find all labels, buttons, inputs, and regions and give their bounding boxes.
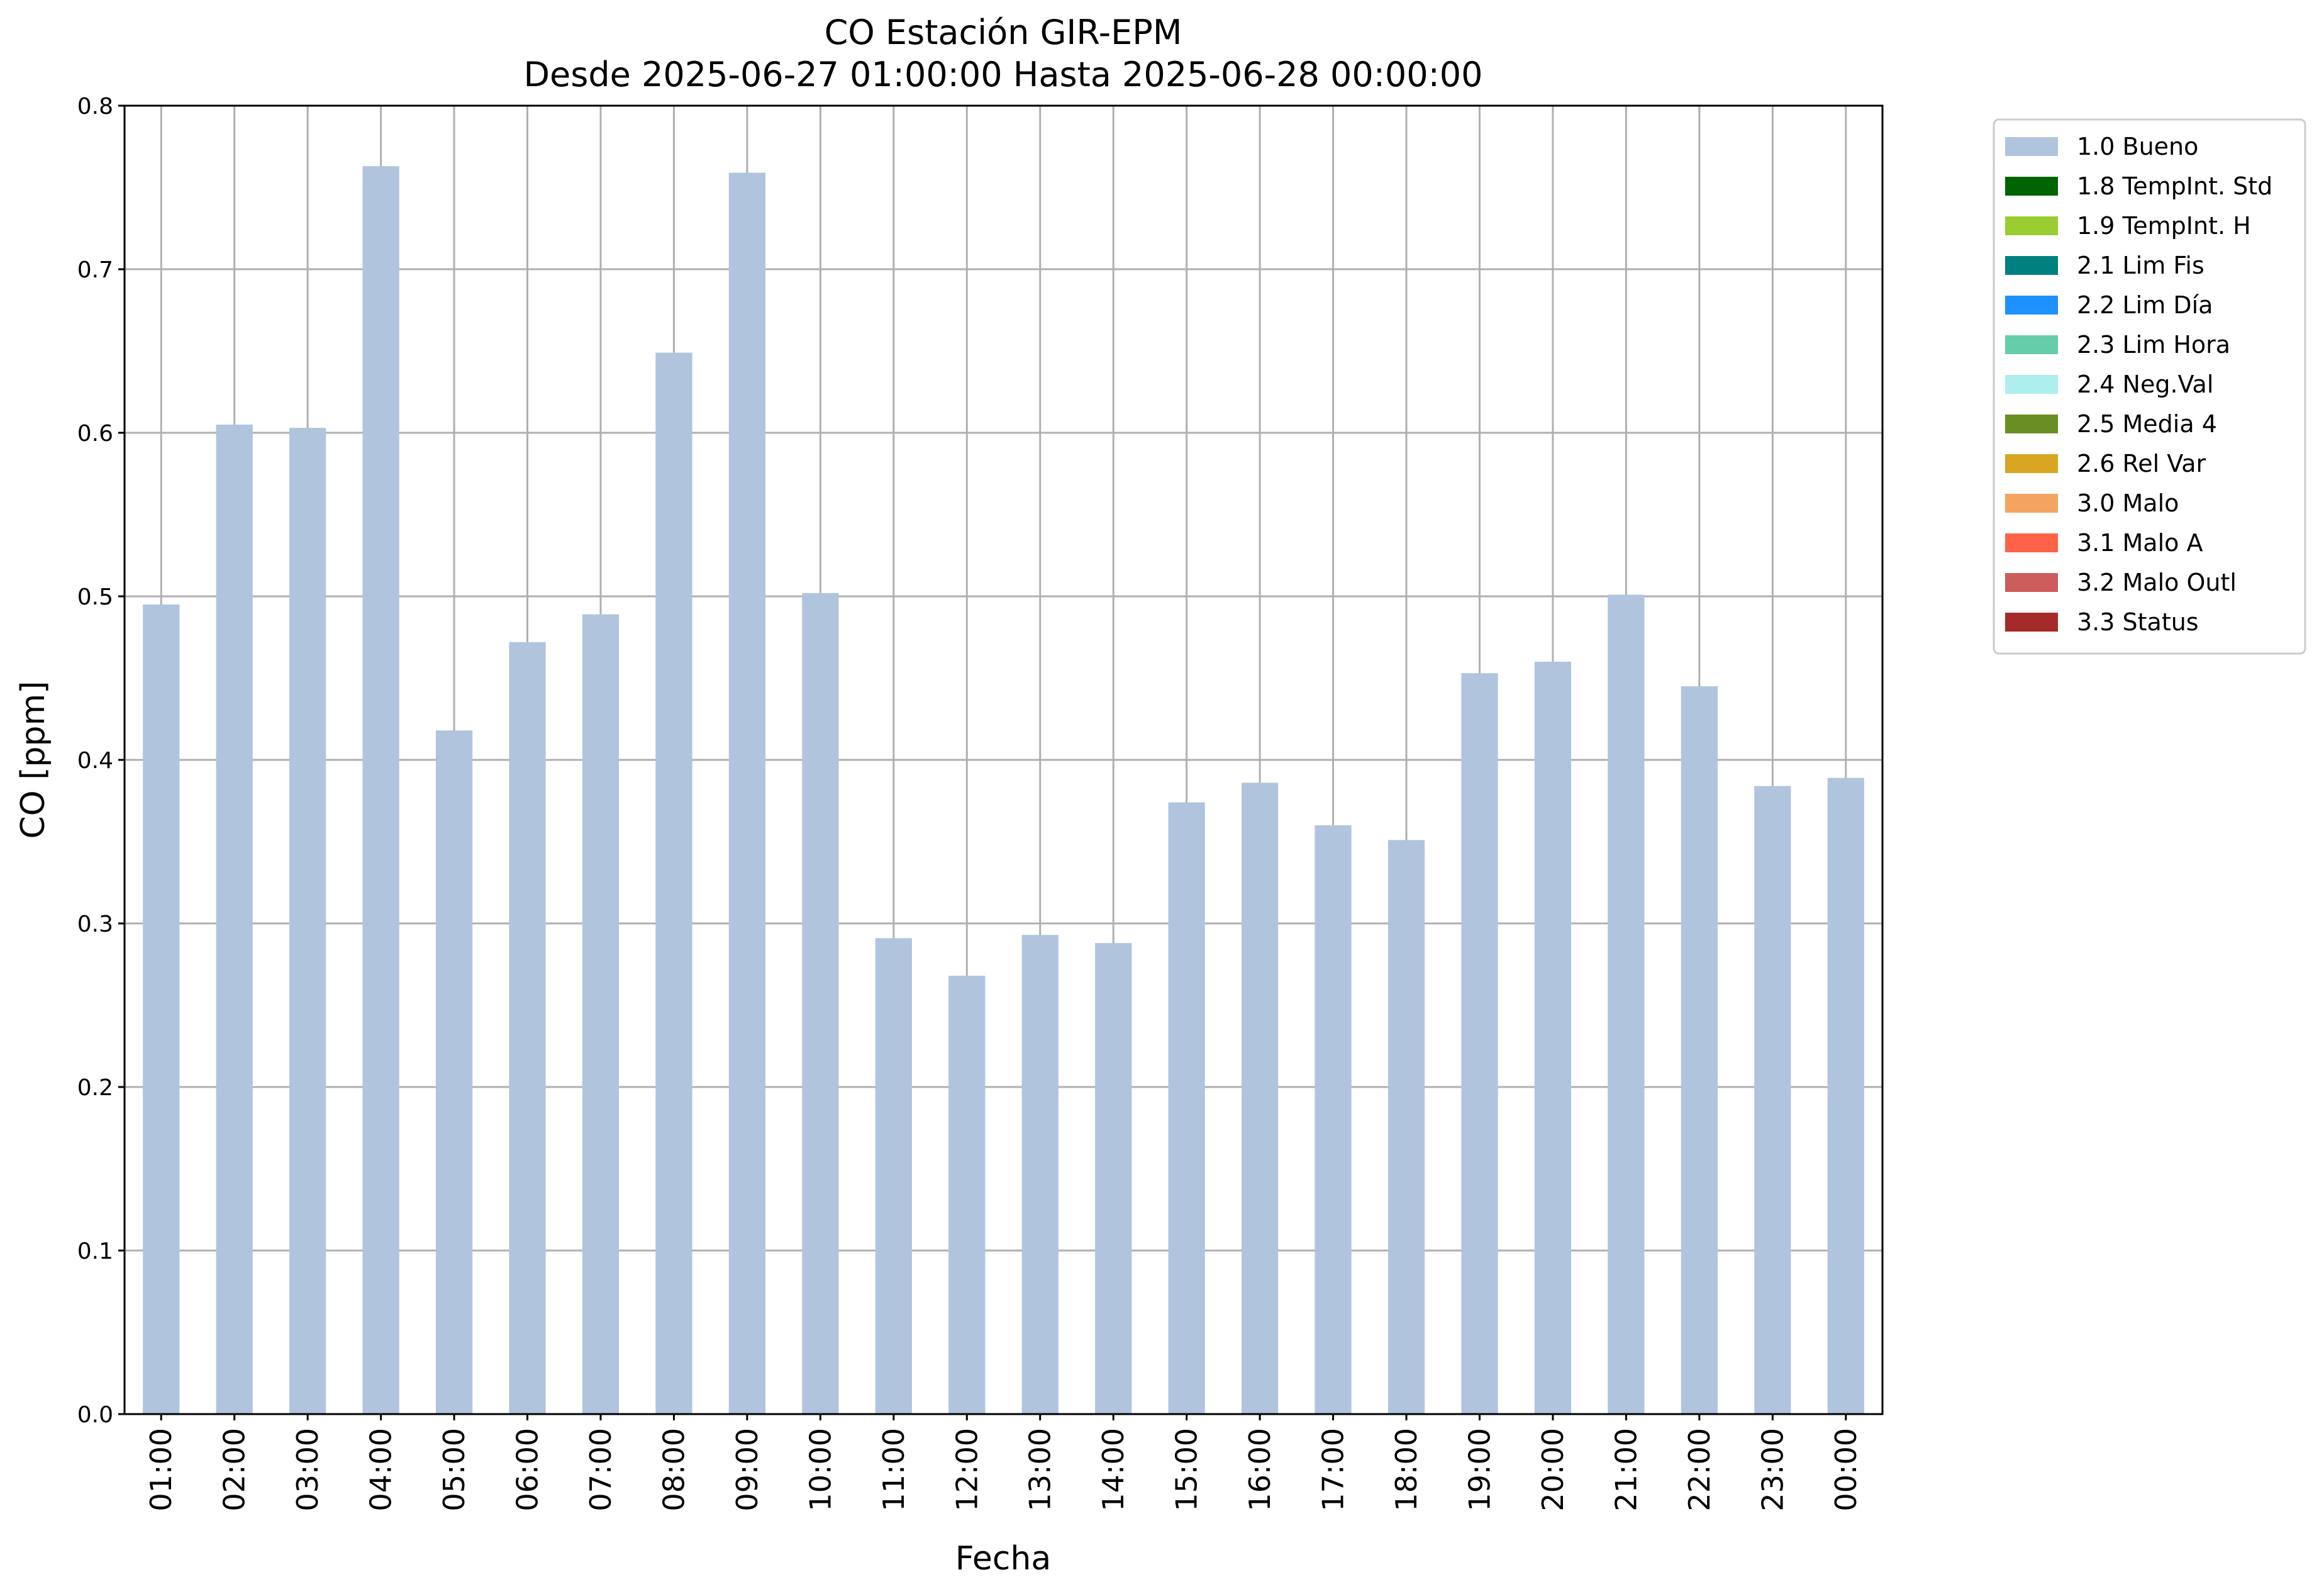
bar-1700: [1315, 825, 1352, 1414]
x-tick-label: 17:00: [1316, 1428, 1350, 1512]
bar-0000: [1827, 777, 1864, 1414]
y-axis-label: CO [ppm]: [14, 681, 52, 839]
legend-swatch: [2005, 494, 2058, 513]
bar-0600: [509, 642, 546, 1414]
y-tick-label: 0.3: [77, 911, 113, 937]
bar-1000: [802, 593, 839, 1414]
bar-2300: [1754, 786, 1791, 1414]
y-axis: 0.0 0.1 0.2 0.3 0.4 0.5 0.6 0.7 0.8: [77, 94, 125, 1428]
x-tick-label: 05:00: [437, 1428, 471, 1512]
bar-1500: [1168, 802, 1205, 1414]
legend-label: 2.5 Media 4: [2077, 410, 2217, 438]
legend-box: [1993, 118, 2306, 655]
y-tick-label: 0.5: [77, 584, 113, 610]
bar-1100: [875, 938, 912, 1414]
x-tick-label: 01:00: [144, 1428, 178, 1512]
legend-label: 1.9 TempInt. H: [2077, 212, 2251, 240]
bar-0100: [143, 605, 180, 1414]
bar-1200: [948, 976, 986, 1414]
legend-swatch: [2005, 533, 2058, 552]
x-tick-label: 09:00: [730, 1428, 764, 1512]
legend-swatch: [2005, 415, 2058, 433]
bar-0500: [435, 730, 473, 1414]
legend-label: 3.0 Malo: [2077, 489, 2179, 517]
legend-label: 1.8 TempInt. Std: [2077, 172, 2272, 200]
legend-swatch: [2005, 613, 2058, 632]
bar-0700: [582, 614, 620, 1414]
legend-label: 3.1 Malo A: [2077, 529, 2203, 557]
bar-1900: [1461, 673, 1498, 1414]
bar-1400: [1095, 943, 1132, 1414]
chart-subtitle: Desde 2025-06-27 01:00:00 Hasta 2025-06-…: [523, 55, 1482, 94]
bar-0900: [728, 172, 766, 1415]
x-tick-label: 20:00: [1536, 1428, 1570, 1512]
x-tick-label: 02:00: [218, 1428, 252, 1512]
y-tick-label: 0.8: [77, 94, 113, 120]
x-tick-label: 23:00: [1755, 1428, 1789, 1512]
x-tick-label: 06:00: [511, 1428, 545, 1512]
x-tick-label: 08:00: [657, 1428, 691, 1512]
x-axis-label: Fecha: [955, 1540, 1051, 1578]
bar-0400: [362, 166, 399, 1415]
x-axis: 01:00 02:00 03:00 04:00 05:00 06:00 07:00 08:00…: [144, 1414, 1863, 1512]
x-tick-label: 07:00: [584, 1428, 618, 1512]
x-tick-label: 19:00: [1462, 1428, 1496, 1512]
legend-swatch: [2005, 177, 2058, 196]
legend-label: 1.0 Bueno: [2077, 133, 2198, 160]
x-tick-label: 22:00: [1682, 1428, 1716, 1512]
legend: 1.0 Bueno 1.8 TempInt. Std 1.9 TempInt. H 2…: [1993, 118, 2306, 655]
bar-2200: [1681, 686, 1718, 1414]
x-tick-label: 13:00: [1023, 1428, 1057, 1512]
x-tick-label: 18:00: [1389, 1428, 1423, 1512]
legend-swatch: [2005, 454, 2058, 473]
legend-label: 2.6 Rel Var: [2077, 450, 2206, 477]
y-tick-label: 0.7: [77, 257, 113, 283]
bar-0300: [289, 428, 326, 1415]
legend-swatch: [2005, 573, 2058, 592]
legend-label: 2.3 Lim Hora: [2077, 331, 2230, 359]
x-tick-label: 21:00: [1609, 1428, 1643, 1512]
bar-0800: [655, 352, 692, 1414]
legend-swatch: [2005, 296, 2058, 315]
legend-label: 2.2 Lim Día: [2077, 291, 2213, 319]
x-tick-label: 12:00: [950, 1428, 984, 1512]
bar-1800: [1387, 840, 1425, 1414]
x-tick-label: 14:00: [1096, 1428, 1130, 1512]
y-tick-label: 0.2: [77, 1075, 113, 1101]
bar-0200: [216, 425, 253, 1414]
legend-label: 3.2 Malo Outl: [2077, 569, 2237, 596]
y-tick-label: 0.1: [77, 1239, 113, 1264]
legend-label: 2.1 Lim Fis: [2077, 252, 2204, 279]
legend-swatch: [2005, 216, 2058, 235]
bar-2000: [1534, 662, 1572, 1414]
bar-2100: [1608, 594, 1645, 1414]
x-tick-label: 03:00: [291, 1428, 325, 1512]
legend-label: 2.4 Neg.Val: [2077, 371, 2213, 398]
y-tick-label: 0.4: [77, 748, 113, 774]
y-tick-label: 0.0: [77, 1402, 113, 1428]
legend-swatch: [2005, 335, 2058, 354]
legend-swatch: [2005, 137, 2058, 156]
legend-swatch: [2005, 375, 2058, 394]
x-tick-label: 00:00: [1829, 1428, 1863, 1512]
y-tick-label: 0.6: [77, 421, 113, 447]
legend-label: 3.3 Status: [2077, 608, 2199, 636]
x-tick-label: 16:00: [1243, 1428, 1277, 1512]
x-tick-label: 15:00: [1170, 1428, 1204, 1512]
x-tick-label: 10:00: [803, 1428, 837, 1512]
legend-swatch: [2005, 256, 2058, 275]
x-tick-label: 04:00: [364, 1428, 398, 1512]
bar-1300: [1021, 935, 1059, 1414]
bar-1600: [1241, 783, 1279, 1414]
bars: [143, 166, 1864, 1415]
x-tick-label: 11:00: [877, 1428, 911, 1512]
chart-title: CO Estación GIR-EPM: [825, 13, 1182, 52]
